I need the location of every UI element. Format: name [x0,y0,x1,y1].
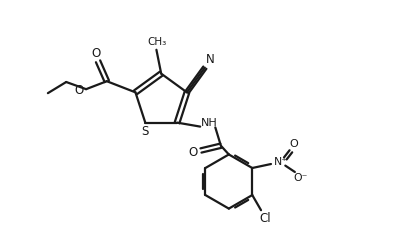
Text: N⁺: N⁺ [274,157,288,167]
Text: Cl: Cl [259,212,271,225]
Text: O: O [74,84,84,97]
Text: O⁻: O⁻ [293,172,308,182]
Text: CH₃: CH₃ [148,37,167,47]
Text: NH: NH [201,118,217,128]
Text: N: N [206,53,215,66]
Text: O: O [188,146,198,158]
Text: O: O [289,139,298,149]
Text: O: O [92,47,101,60]
Text: S: S [141,125,148,138]
